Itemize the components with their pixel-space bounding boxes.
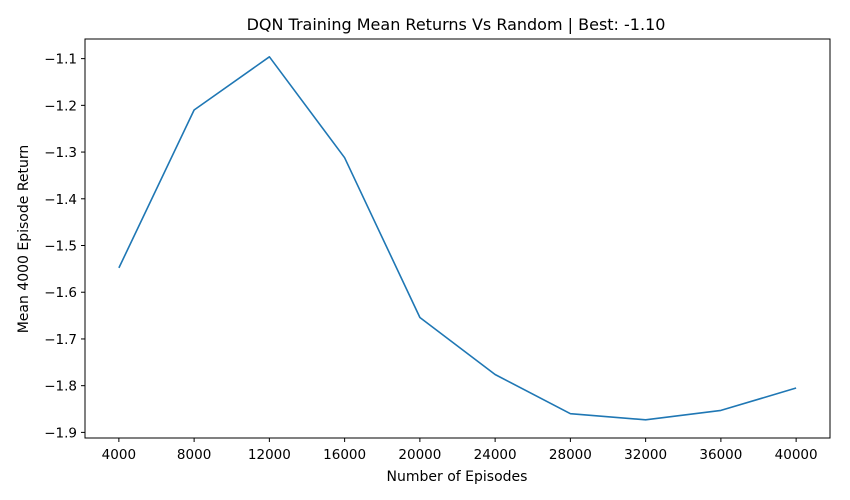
series-line — [118, 55, 797, 421]
x-tick-label: 28000 — [549, 447, 592, 463]
y-axis-label: Mean 4000 Episode Return — [16, 145, 32, 334]
y-tick-label: −1.5 — [44, 239, 77, 255]
x-tick-label: 4000 — [102, 447, 136, 463]
y-tick-label: −1.2 — [44, 98, 77, 114]
y-tick-label: −1.8 — [44, 379, 77, 395]
y-tick-label: −1.3 — [44, 145, 77, 161]
x-tick-label: 16000 — [323, 447, 366, 463]
x-tick-label: 20000 — [398, 447, 441, 463]
x-tick-label: 8000 — [177, 447, 211, 463]
y-tick-label: −1.4 — [44, 192, 77, 208]
x-tick-label: 40000 — [775, 447, 818, 463]
series-group — [118, 55, 797, 421]
y-tick-label: −1.7 — [44, 332, 77, 348]
y-axis: −1.1 −1.2 −1.3 −1.4 −1.5 −1.6 −1.7 −1.8 −1.9 — [44, 52, 85, 441]
x-tick-label: 12000 — [248, 447, 291, 463]
y-tick-label: −1.9 — [44, 425, 77, 441]
x-axis: 4000 8000 12000 16000 20000 24000 28000 32000 36… — [102, 438, 818, 463]
y-tick-label: −1.1 — [44, 52, 77, 68]
x-tick-label: 32000 — [624, 447, 667, 463]
x-axis-label: Number of Episodes — [387, 469, 528, 485]
x-tick-label: 36000 — [699, 447, 742, 463]
y-tick-label: −1.6 — [44, 285, 77, 301]
plot-area — [84, 38, 831, 439]
chart-title: DQN Training Mean Returns Vs Random | Be… — [247, 15, 666, 34]
x-tick-label: 24000 — [474, 447, 517, 463]
